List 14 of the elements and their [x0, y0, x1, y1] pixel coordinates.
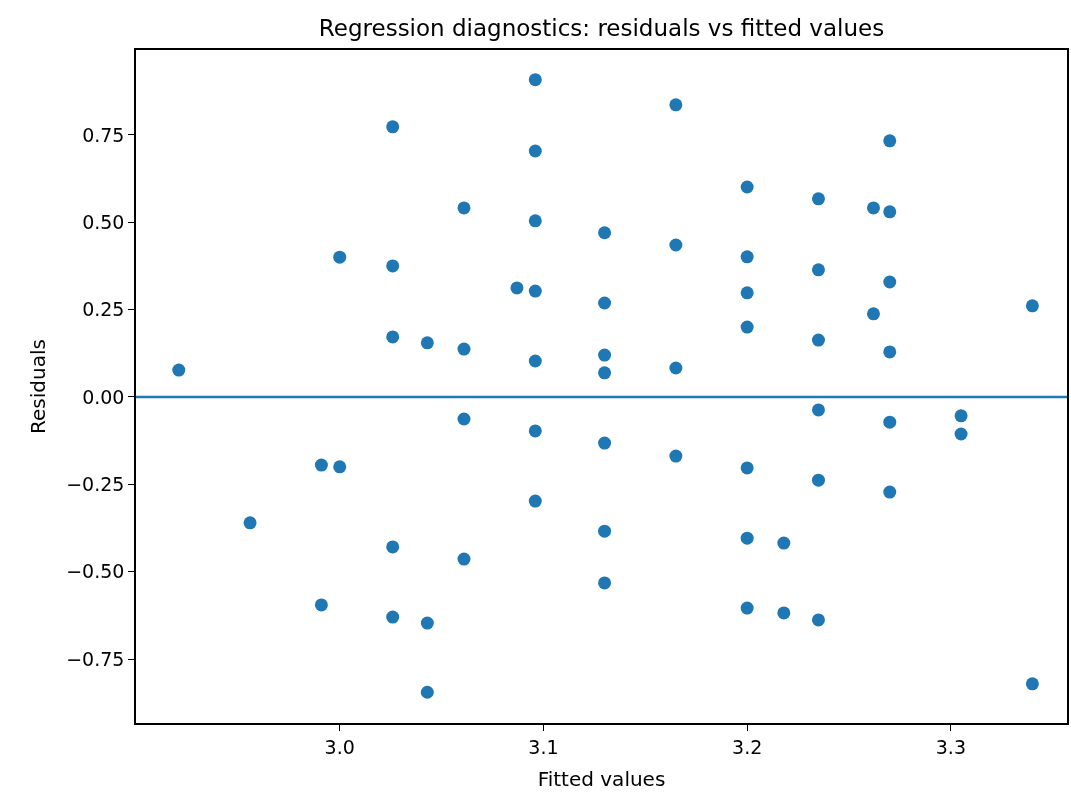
- y-tick-label: 0.25: [82, 298, 125, 321]
- x-tick-label: 3.3: [935, 735, 966, 758]
- y-tick-label: −0.50: [66, 560, 125, 583]
- y-axis-title: Residuals: [26, 339, 51, 434]
- y-tick-label: 0.50: [82, 210, 125, 233]
- y-tick-label: −0.25: [66, 472, 125, 495]
- y-tick-label: −0.75: [66, 647, 125, 670]
- x-tick-label: 3.2: [732, 735, 763, 758]
- x-tick-label: 3.1: [528, 735, 559, 758]
- y-tick-label: 0.00: [82, 385, 125, 408]
- x-axis-title: Fitted values: [537, 766, 666, 791]
- x-tick-label: 3.0: [324, 735, 355, 758]
- y-tick-label: 0.75: [82, 123, 125, 146]
- chart-title: Regression diagnostics: residuals vs fitted values: [318, 14, 885, 41]
